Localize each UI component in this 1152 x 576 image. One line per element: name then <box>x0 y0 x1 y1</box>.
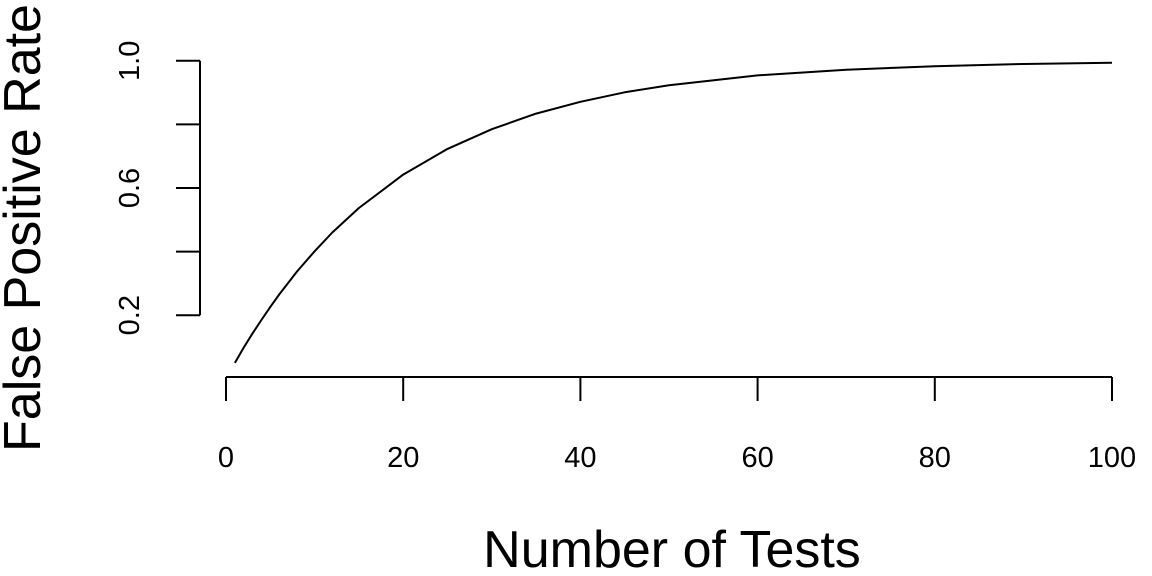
y-axis-title: False Positive Rate <box>0 4 52 452</box>
plot-area <box>234 61 1113 364</box>
x-axis-title: Number of Tests <box>483 521 861 576</box>
x-tick-label: 100 <box>1088 442 1136 474</box>
x-tick-label: 0 <box>218 442 234 474</box>
y-axis: 0.2 0.6 1.0 <box>114 41 201 335</box>
x-tick-label: 20 <box>387 442 419 474</box>
x-tick-label: 60 <box>741 442 773 474</box>
x-tick-label: 80 <box>919 442 951 474</box>
x-tick-label: 40 <box>564 442 596 474</box>
x-axis: 0 20 40 60 80 100 <box>218 376 1136 474</box>
y-tick-label: 1.0 <box>114 41 146 81</box>
y-tick-label: 0.6 <box>114 168 146 208</box>
series-line <box>234 61 1113 364</box>
y-tick-label: 0.2 <box>114 295 146 335</box>
